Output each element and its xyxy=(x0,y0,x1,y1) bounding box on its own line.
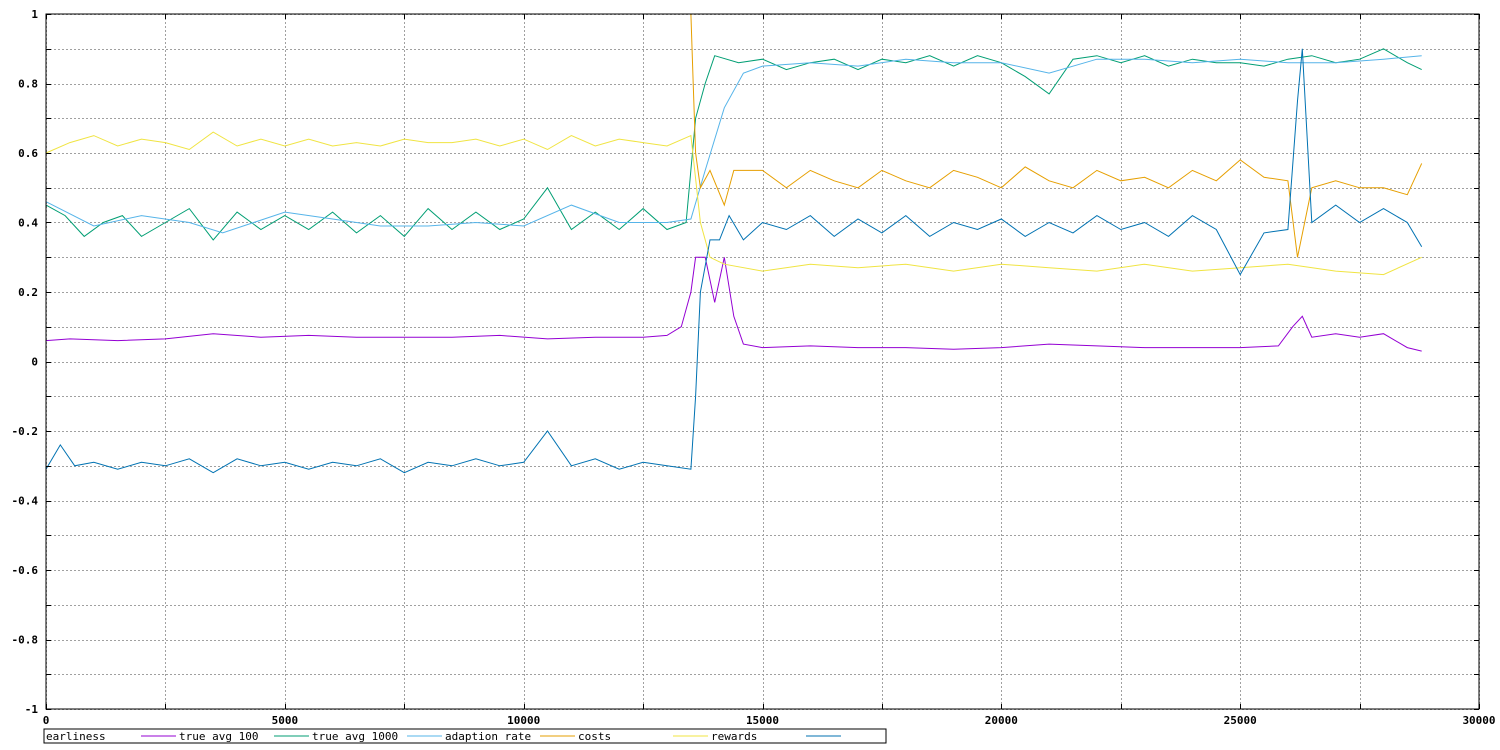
y-tick-label: 0.2 xyxy=(18,286,38,299)
legend-label: true avg 100 xyxy=(179,730,258,743)
series-line-earliness xyxy=(45,256,1422,352)
legend-label: adaption rate xyxy=(445,730,531,743)
tick-marks xyxy=(46,14,1480,710)
x-tick-label: 25000 xyxy=(1224,714,1257,727)
legend-label: rewards xyxy=(711,730,757,743)
y-tick-label: -0.4 xyxy=(12,495,39,508)
x-tick-label: 5000 xyxy=(272,714,299,727)
x-axis-tick-labels: 0 5000 10000 15000 20000 25000 30000 xyxy=(43,714,1496,727)
legend-label: earliness xyxy=(46,730,106,743)
grid-lines xyxy=(46,14,1480,710)
y-axis-tick-labels: 1 0.8 0.6 0.4 0.2 0 -0.2 -0.4 -0.6 -0.8 -1 xyxy=(12,8,39,716)
x-tick-label: 15000 xyxy=(746,714,779,727)
y-tick-label: 1 xyxy=(31,8,38,21)
legend-label: costs xyxy=(578,730,611,743)
y-tick-label: -1 xyxy=(25,703,39,716)
plot-frame xyxy=(45,13,1480,710)
series-lines xyxy=(45,13,1423,474)
x-tick-label: 30000 xyxy=(1462,714,1495,727)
series-line-true-avg-1000 xyxy=(45,55,1422,234)
y-tick-label: 0.8 xyxy=(18,78,38,91)
series-line-costs xyxy=(45,131,1422,276)
series-line-true-avg-100 xyxy=(45,48,1422,241)
legend: earliness true avg 100 true avg 1000 adapti… xyxy=(43,728,887,744)
y-tick-label: 0.4 xyxy=(18,217,38,230)
y-tick-label: -0.8 xyxy=(12,634,39,647)
series-line-adaption-rate xyxy=(638,13,1423,258)
x-tick-label: 10000 xyxy=(507,714,540,727)
x-tick-label: 20000 xyxy=(985,714,1018,727)
y-tick-label: -0.2 xyxy=(12,425,39,438)
legend-label: true avg 1000 xyxy=(312,730,398,743)
series-line-rewards xyxy=(45,48,1423,474)
y-tick-label: -0.6 xyxy=(12,564,39,577)
x-tick-label: 0 xyxy=(43,714,50,727)
y-tick-label: 0 xyxy=(31,356,38,369)
y-tick-label: 0.6 xyxy=(18,147,38,160)
legend-box xyxy=(43,728,887,744)
